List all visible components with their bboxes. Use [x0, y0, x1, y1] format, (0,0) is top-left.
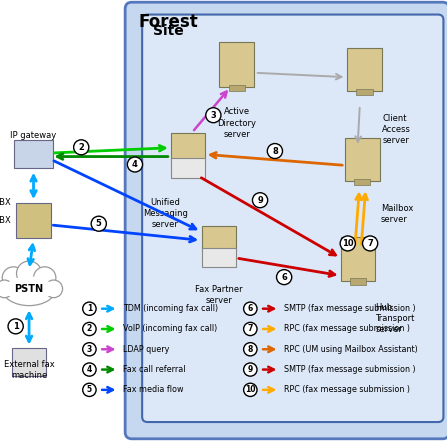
- Text: 3: 3: [87, 345, 92, 354]
- Text: 8: 8: [272, 146, 278, 156]
- Text: Fax media flow: Fax media flow: [123, 385, 183, 394]
- FancyBboxPatch shape: [171, 133, 205, 161]
- Text: 7: 7: [367, 239, 373, 248]
- Circle shape: [83, 322, 96, 336]
- FancyBboxPatch shape: [341, 237, 375, 281]
- Text: Mailbox
server: Mailbox server: [381, 204, 413, 224]
- Text: 10: 10: [245, 385, 256, 394]
- Text: SMTP (fax message submission ): SMTP (fax message submission ): [284, 365, 415, 374]
- Ellipse shape: [5, 276, 53, 302]
- FancyBboxPatch shape: [354, 179, 371, 185]
- Text: Fax Partner
server: Fax Partner server: [195, 285, 243, 305]
- Circle shape: [91, 216, 106, 231]
- FancyBboxPatch shape: [125, 2, 447, 439]
- Text: Fax call referral: Fax call referral: [123, 365, 186, 374]
- Text: 4: 4: [132, 160, 138, 169]
- Text: 2: 2: [87, 325, 92, 333]
- Text: LDAP query: LDAP query: [123, 345, 169, 354]
- FancyBboxPatch shape: [350, 279, 366, 285]
- FancyBboxPatch shape: [356, 89, 373, 95]
- FancyBboxPatch shape: [345, 138, 380, 182]
- Circle shape: [0, 280, 13, 298]
- Circle shape: [74, 140, 89, 155]
- FancyBboxPatch shape: [142, 15, 443, 422]
- Circle shape: [83, 383, 96, 396]
- Circle shape: [244, 343, 257, 356]
- FancyBboxPatch shape: [219, 42, 254, 87]
- Circle shape: [45, 280, 63, 298]
- FancyBboxPatch shape: [347, 48, 382, 91]
- Circle shape: [267, 144, 283, 159]
- Circle shape: [34, 267, 56, 289]
- Text: External fax
machine: External fax machine: [4, 360, 55, 380]
- Text: 9: 9: [257, 196, 263, 205]
- Circle shape: [8, 319, 23, 334]
- Circle shape: [83, 343, 96, 356]
- FancyBboxPatch shape: [202, 248, 236, 267]
- Circle shape: [2, 267, 25, 289]
- Text: IP gateway: IP gateway: [10, 131, 57, 140]
- Circle shape: [277, 269, 292, 284]
- Text: Active
Directory
server: Active Directory server: [217, 108, 257, 138]
- FancyBboxPatch shape: [229, 85, 245, 91]
- Text: 2: 2: [78, 143, 84, 152]
- Text: 5: 5: [96, 219, 102, 228]
- Circle shape: [244, 302, 257, 315]
- Text: RPC (fax message submission ): RPC (fax message submission ): [284, 325, 410, 333]
- Circle shape: [244, 383, 257, 396]
- Text: 7: 7: [248, 325, 253, 333]
- Text: Site: Site: [153, 24, 184, 38]
- Text: RPC (fax message submission ): RPC (fax message submission ): [284, 385, 410, 394]
- Circle shape: [340, 236, 355, 251]
- Circle shape: [363, 236, 378, 251]
- Text: 3: 3: [211, 111, 216, 120]
- Text: PBX: PBX: [0, 216, 11, 225]
- FancyBboxPatch shape: [12, 348, 46, 375]
- FancyBboxPatch shape: [14, 140, 53, 168]
- Circle shape: [17, 261, 42, 286]
- Circle shape: [127, 157, 143, 172]
- Text: Client
Access
server: Client Access server: [382, 113, 411, 145]
- Text: PSTN: PSTN: [14, 284, 44, 294]
- Text: VoIP (incoming fax call): VoIP (incoming fax call): [123, 325, 217, 333]
- Text: 1: 1: [13, 322, 19, 331]
- Text: 6: 6: [248, 304, 253, 313]
- Text: Forest: Forest: [139, 13, 198, 31]
- Text: TDM (incoming fax call): TDM (incoming fax call): [123, 304, 218, 313]
- Text: 6: 6: [281, 273, 287, 282]
- Circle shape: [253, 193, 268, 208]
- FancyBboxPatch shape: [16, 203, 51, 238]
- Circle shape: [83, 302, 96, 315]
- Circle shape: [83, 363, 96, 376]
- Ellipse shape: [2, 272, 56, 306]
- Text: 9: 9: [248, 365, 253, 374]
- Circle shape: [244, 363, 257, 376]
- Text: 5: 5: [87, 385, 92, 394]
- Text: SMTP (fax message submission ): SMTP (fax message submission ): [284, 304, 415, 313]
- Circle shape: [206, 108, 221, 123]
- Text: RPC (UM using Mailbox Assistant): RPC (UM using Mailbox Assistant): [284, 345, 417, 354]
- FancyBboxPatch shape: [202, 226, 236, 251]
- Text: Hub
Transport
server: Hub Transport server: [375, 303, 415, 334]
- FancyBboxPatch shape: [171, 158, 205, 178]
- Text: Unified
Messaging
server: Unified Messaging server: [143, 198, 188, 229]
- Text: 10: 10: [342, 239, 354, 248]
- Text: 1: 1: [87, 304, 92, 313]
- Text: PBX: PBX: [0, 198, 11, 207]
- Text: 4: 4: [87, 365, 92, 374]
- Text: 8: 8: [248, 345, 253, 354]
- Circle shape: [244, 322, 257, 336]
